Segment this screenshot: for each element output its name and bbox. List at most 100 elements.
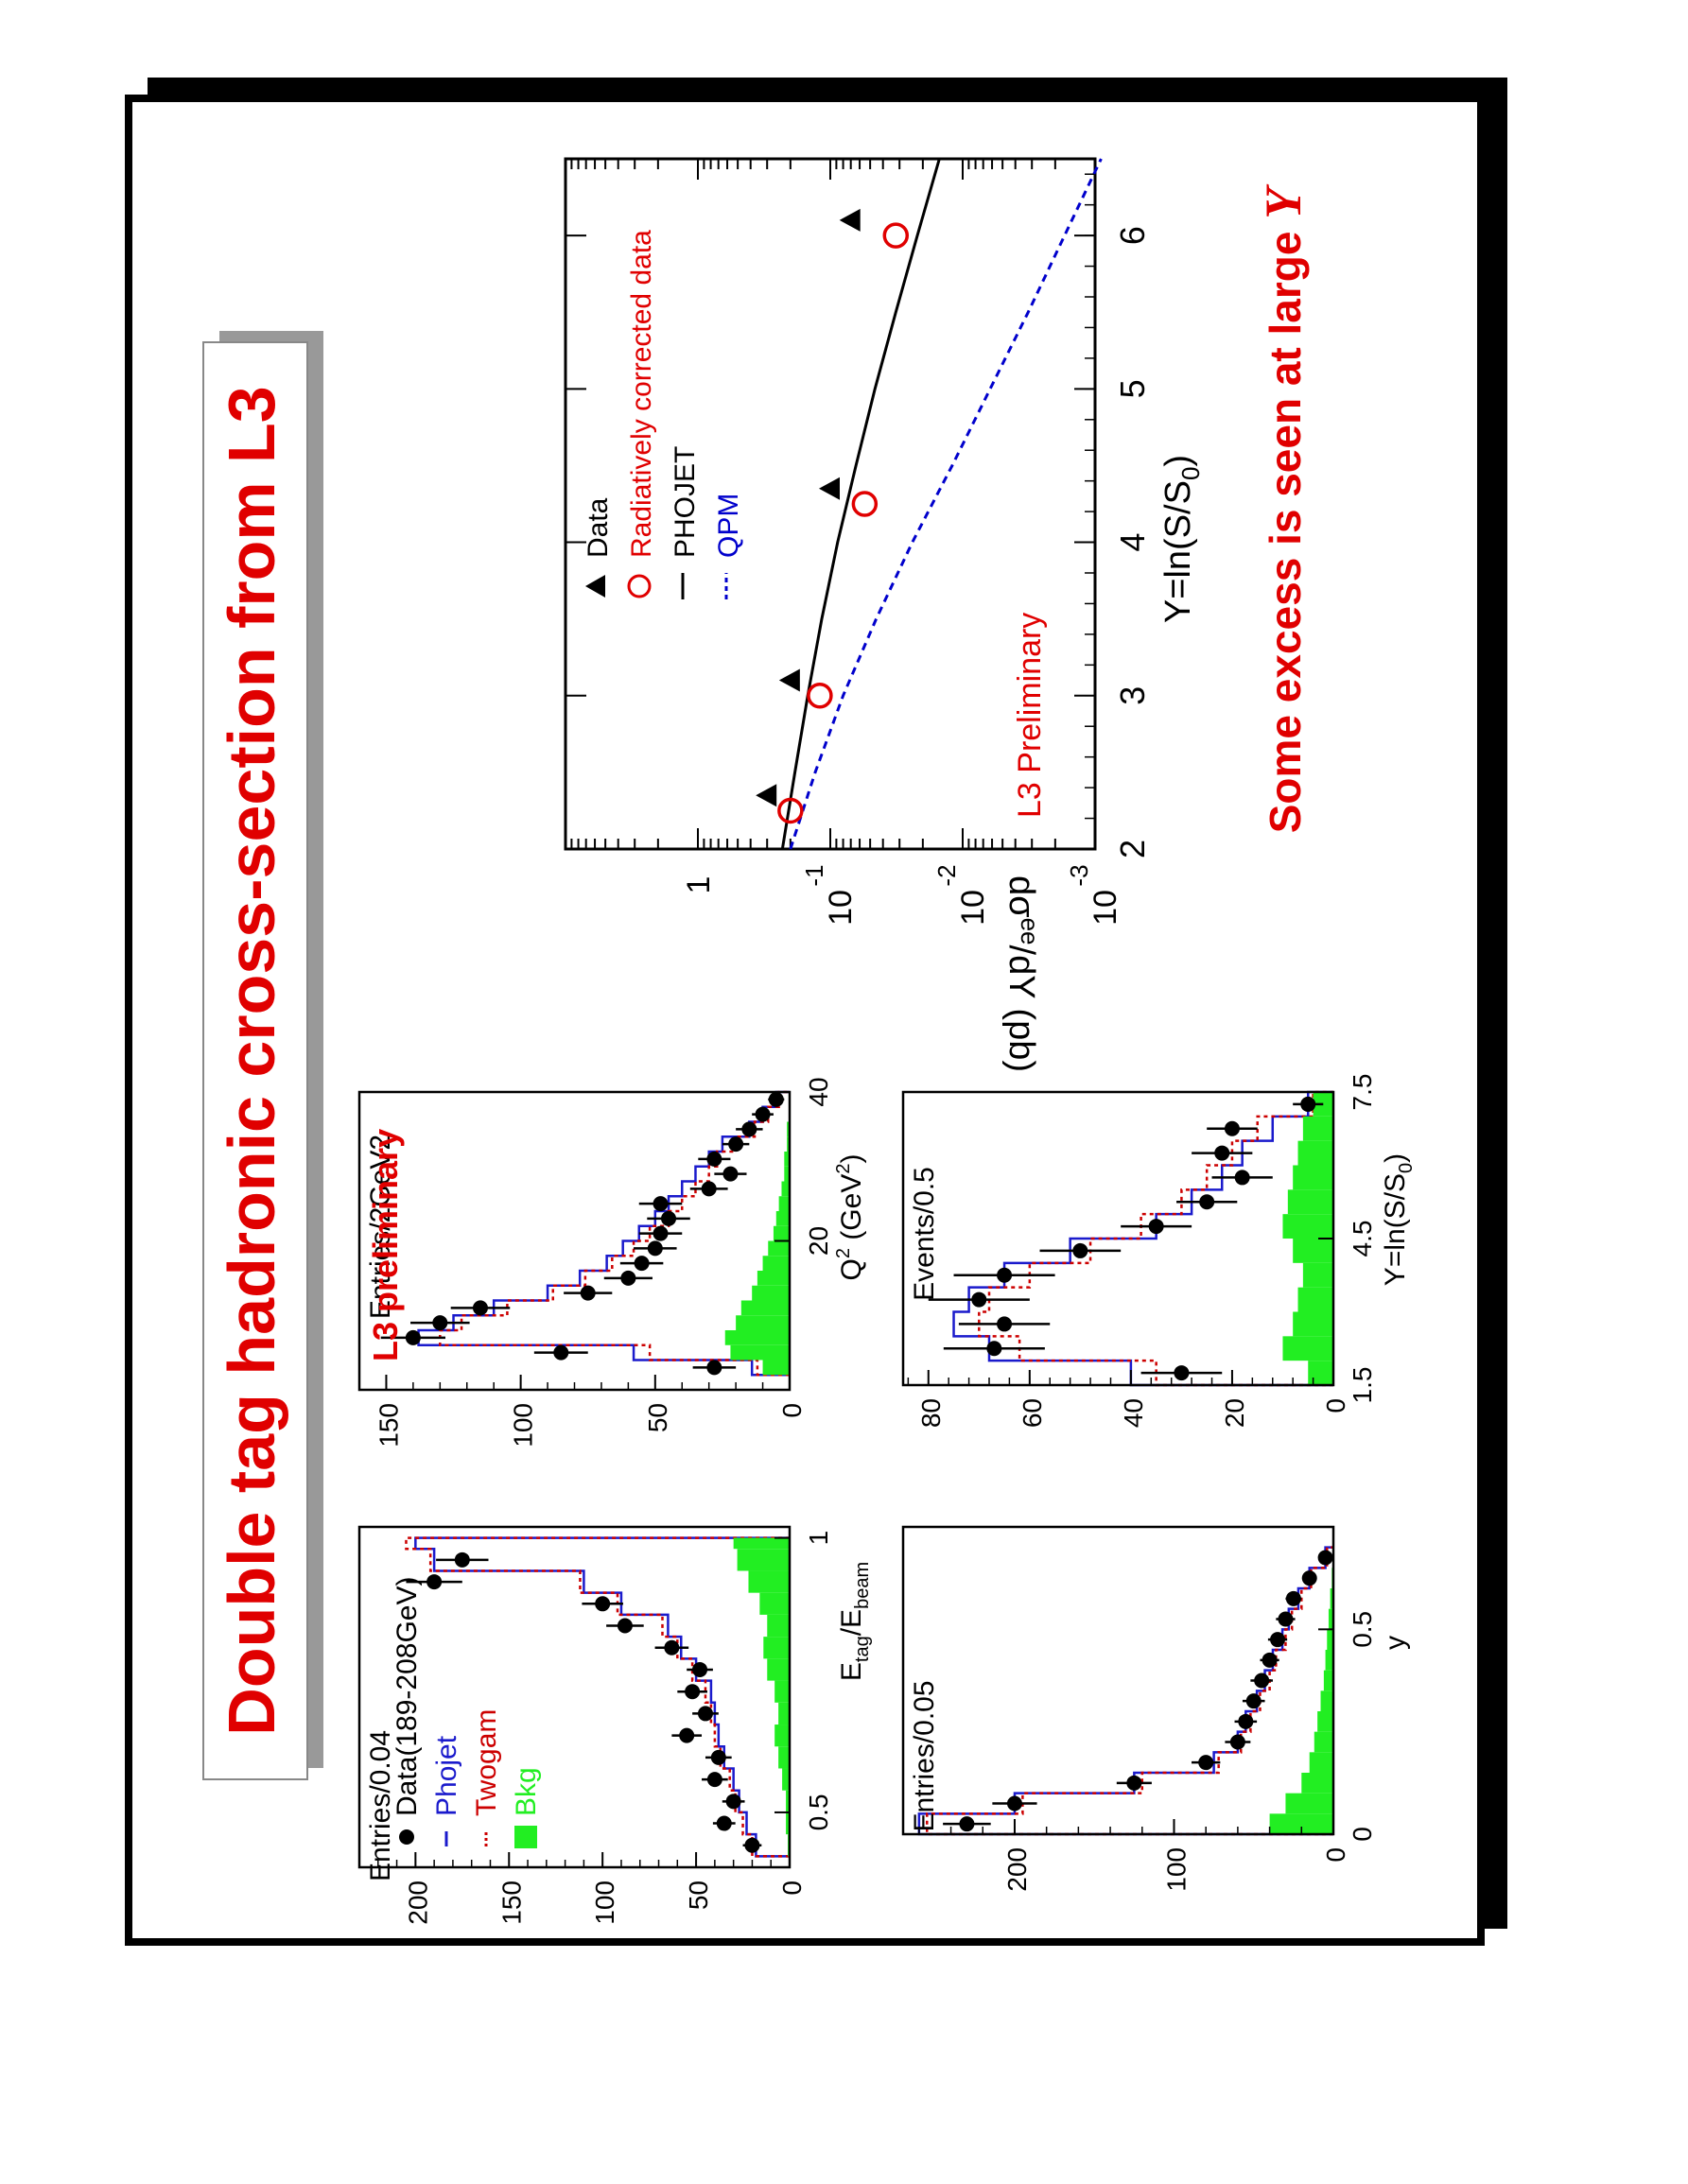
data-triangle-2 bbox=[819, 477, 840, 500]
data-point-etag-13 bbox=[454, 1551, 470, 1568]
data-point-Y-2 bbox=[997, 1316, 1013, 1332]
data-point-Y-3 bbox=[971, 1291, 987, 1308]
legend-marker-triangle bbox=[585, 575, 605, 598]
data-point-q2-17 bbox=[755, 1106, 771, 1122]
bkg-bar-Y-3 bbox=[1297, 1287, 1333, 1312]
frame-y bbox=[901, 1525, 1335, 1836]
data-point-q2-9 bbox=[653, 1225, 669, 1241]
bkg-bar-q2-13 bbox=[784, 1166, 790, 1182]
panel-Y: 0 20 40 60 80 1.5 4.5 7.5 Events/0.5 Y=ln(S/S0) bbox=[901, 1074, 1417, 1428]
xtick-label-xsec-0: 2 bbox=[1113, 840, 1152, 858]
bkg-bar-y-2 bbox=[1301, 1773, 1333, 1794]
data-point-y-9 bbox=[1270, 1632, 1286, 1648]
phojet-line-Y bbox=[952, 1090, 1333, 1387]
ytick-label-q2-1: 50 bbox=[643, 1403, 672, 1432]
conclusion: Some excess is seen at large Y bbox=[1255, 183, 1312, 834]
ytick-label-etag-2: 100 bbox=[590, 1881, 619, 1925]
data-circle-2 bbox=[851, 491, 879, 517]
data-point-etag-10 bbox=[617, 1618, 633, 1634]
data-point-y-2 bbox=[1126, 1775, 1142, 1791]
bkg-bar-q2-11 bbox=[778, 1196, 790, 1211]
xtick-label-xsec-4: 6 bbox=[1113, 226, 1152, 245]
bkg-bar-q2-1 bbox=[730, 1344, 790, 1361]
data-point-Y-0 bbox=[1174, 1365, 1190, 1381]
data-point-y-4 bbox=[1229, 1734, 1245, 1750]
data-point-y-7 bbox=[1254, 1673, 1270, 1689]
xtick-label-Y-0: 1.5 bbox=[1348, 1367, 1377, 1404]
ytick-label-xsec-exp-0: -3 bbox=[1065, 864, 1093, 886]
bkg-bar-q2-5 bbox=[752, 1285, 790, 1301]
xlabel-Y: Y=ln(S/S0) bbox=[1380, 1153, 1417, 1286]
xtick-label-q2-0: 20 bbox=[804, 1226, 833, 1256]
data-point-Y-9 bbox=[1214, 1145, 1230, 1161]
ytick-label-xsec-base-0: 10 bbox=[1088, 890, 1123, 926]
data-point-Y-4 bbox=[997, 1267, 1013, 1283]
bkg-bar-y-4 bbox=[1314, 1731, 1333, 1753]
bkg-bar-y-6 bbox=[1320, 1690, 1333, 1711]
xtick-label-q2-1: 40 bbox=[804, 1077, 833, 1106]
bkg-bar-q2-12 bbox=[781, 1181, 790, 1197]
bkg-bar-etag-10 bbox=[767, 1614, 790, 1638]
data-point-etag-11 bbox=[595, 1596, 611, 1612]
xlabel-etag: Etag/Ebeam bbox=[836, 1562, 873, 1681]
bkg-bar-q2-2 bbox=[724, 1330, 790, 1345]
bkg-bar-q2-7 bbox=[762, 1256, 790, 1271]
data-point-Y-5 bbox=[1072, 1242, 1088, 1258]
xlabel-xsec: Y=ln(S/S0) bbox=[1158, 455, 1205, 623]
data-point-q2-2 bbox=[405, 1329, 421, 1345]
ylabel-q2: Entries/2GeV2 bbox=[365, 1135, 396, 1319]
annotation-xsec: L3 Preliminary bbox=[1012, 613, 1048, 818]
data-point-q2-10 bbox=[661, 1210, 677, 1226]
bkg-bar-q2-0 bbox=[762, 1360, 790, 1376]
xtick-label-etag-1: 1 bbox=[804, 1531, 833, 1546]
bkg-bar-y-8 bbox=[1325, 1650, 1333, 1671]
bkg-bar-etag-2 bbox=[786, 1790, 790, 1812]
bkg-bar-etag-8 bbox=[767, 1658, 790, 1681]
data-point-q2-15 bbox=[728, 1136, 744, 1153]
data-point-Y-10 bbox=[1224, 1120, 1240, 1136]
data-circle-1 bbox=[807, 683, 833, 709]
data-point-q2-13 bbox=[722, 1166, 739, 1182]
twogam-line-y bbox=[926, 1546, 1333, 1836]
ytick-label-q2-0: 0 bbox=[777, 1403, 807, 1418]
data-point-y-11 bbox=[1285, 1590, 1301, 1606]
title-box: Double tag hadronic cross-section from L… bbox=[202, 331, 323, 1780]
bkg-bar-etag-12 bbox=[748, 1570, 790, 1593]
data-circle-3 bbox=[882, 222, 910, 249]
ytick-label-etag-0: 0 bbox=[777, 1881, 807, 1896]
legend-xsec: Data Radiatively corrected data PHOJET QPM bbox=[583, 230, 744, 599]
bkg-bar-Y-5 bbox=[1293, 1239, 1333, 1263]
data-point-q2-14 bbox=[706, 1151, 722, 1167]
bkg-bar-y-0 bbox=[1269, 1813, 1333, 1834]
ytick-label-q2-3: 150 bbox=[374, 1403, 403, 1447]
data-point-etag-0 bbox=[744, 1837, 760, 1853]
bkg-bar-etag-5 bbox=[774, 1725, 790, 1747]
annotation-q2: L3 preliminary bbox=[366, 1129, 405, 1361]
xlabel-q2: Q2 (GeV2) bbox=[833, 1154, 867, 1281]
bkg-bar-q2-6 bbox=[757, 1271, 790, 1286]
ytick-label-etag-3: 150 bbox=[496, 1881, 526, 1925]
data-point-q2-3 bbox=[432, 1315, 448, 1331]
data-point-Y-1 bbox=[986, 1341, 1002, 1357]
xtick-label-Y-1: 4.5 bbox=[1348, 1221, 1377, 1257]
xtick-label-Y-2: 7.5 bbox=[1348, 1074, 1377, 1111]
twogam-line-Y bbox=[978, 1090, 1333, 1387]
bkg-bar-etag-9 bbox=[763, 1637, 790, 1659]
data-point-q2-6 bbox=[620, 1270, 636, 1286]
bkg-bar-Y-6 bbox=[1282, 1214, 1333, 1239]
data-point-Y-11 bbox=[1300, 1096, 1316, 1112]
data-point-y-0 bbox=[959, 1816, 975, 1832]
panel-q2: 0 50 100 150 20 40 Entries/2GeV2 Q2 (GeV2) L3 pr… bbox=[357, 1077, 867, 1447]
bkg-bar-Y-1 bbox=[1282, 1336, 1333, 1361]
ytick-label-y-2: 200 bbox=[1002, 1847, 1032, 1892]
ytick-label-xsec-3: 1 bbox=[681, 876, 717, 894]
bkg-bar-etag-7 bbox=[774, 1680, 790, 1703]
bkg-bar-q2-15 bbox=[787, 1136, 790, 1152]
data-point-q2-18 bbox=[768, 1091, 784, 1107]
legend-marker-box bbox=[514, 1826, 537, 1848]
bkg-bar-q2-10 bbox=[775, 1211, 790, 1226]
slide-title: Double tag hadronic cross-section from L… bbox=[215, 386, 288, 1735]
ylabel-etag: Entries/0.04 bbox=[365, 1730, 396, 1881]
ylabel-xsec: dσee/dY (pb) bbox=[1001, 875, 1044, 1072]
ytick-label-xsec-exp-2: -1 bbox=[800, 864, 828, 886]
